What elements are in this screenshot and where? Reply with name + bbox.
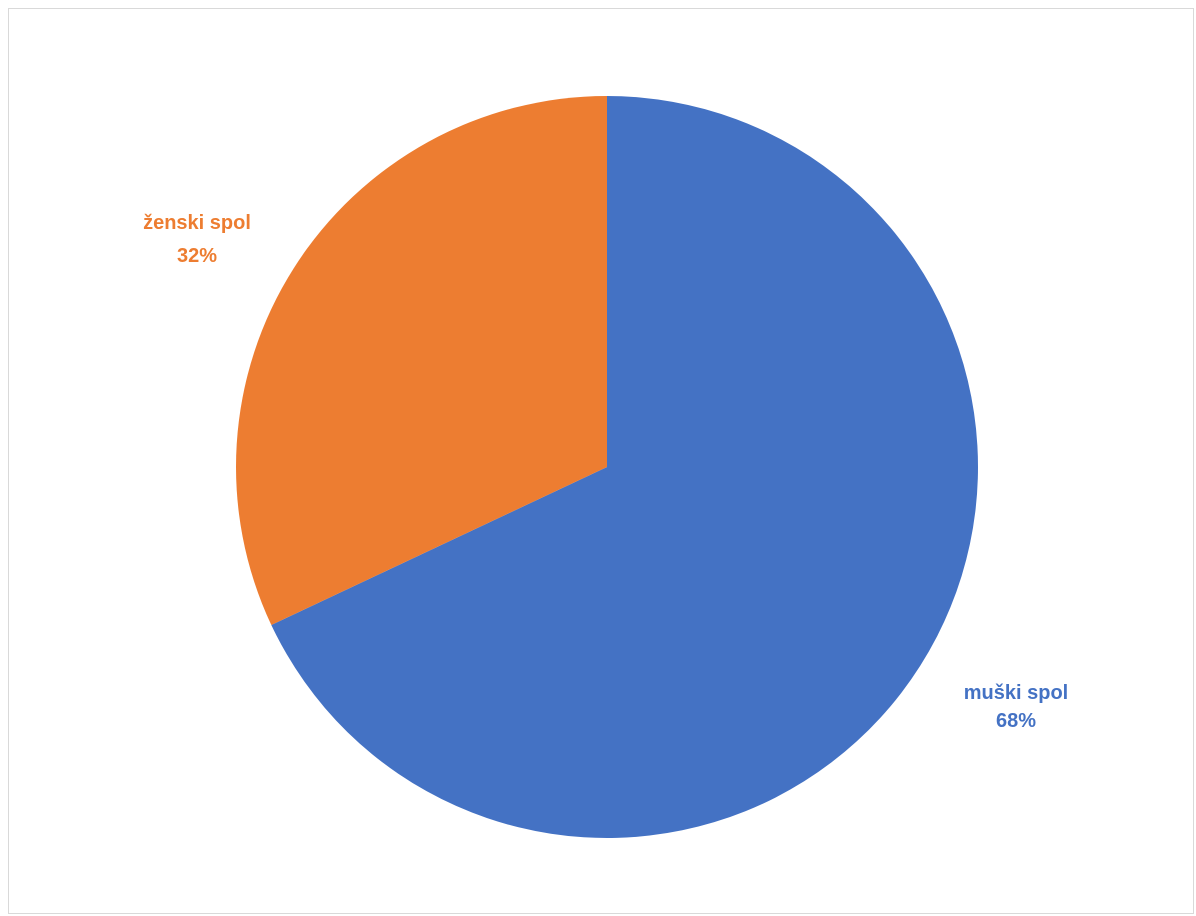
pie-slice-1 bbox=[236, 96, 608, 625]
slice-label-name: muški spol bbox=[964, 682, 1068, 704]
slice-label-percent: 68% bbox=[996, 710, 1036, 732]
slice-label-name: ženski spol bbox=[143, 212, 251, 234]
pie-slice-0 bbox=[271, 96, 978, 838]
slice-label-percent: 32% bbox=[177, 245, 217, 267]
pie-slices bbox=[236, 96, 978, 838]
